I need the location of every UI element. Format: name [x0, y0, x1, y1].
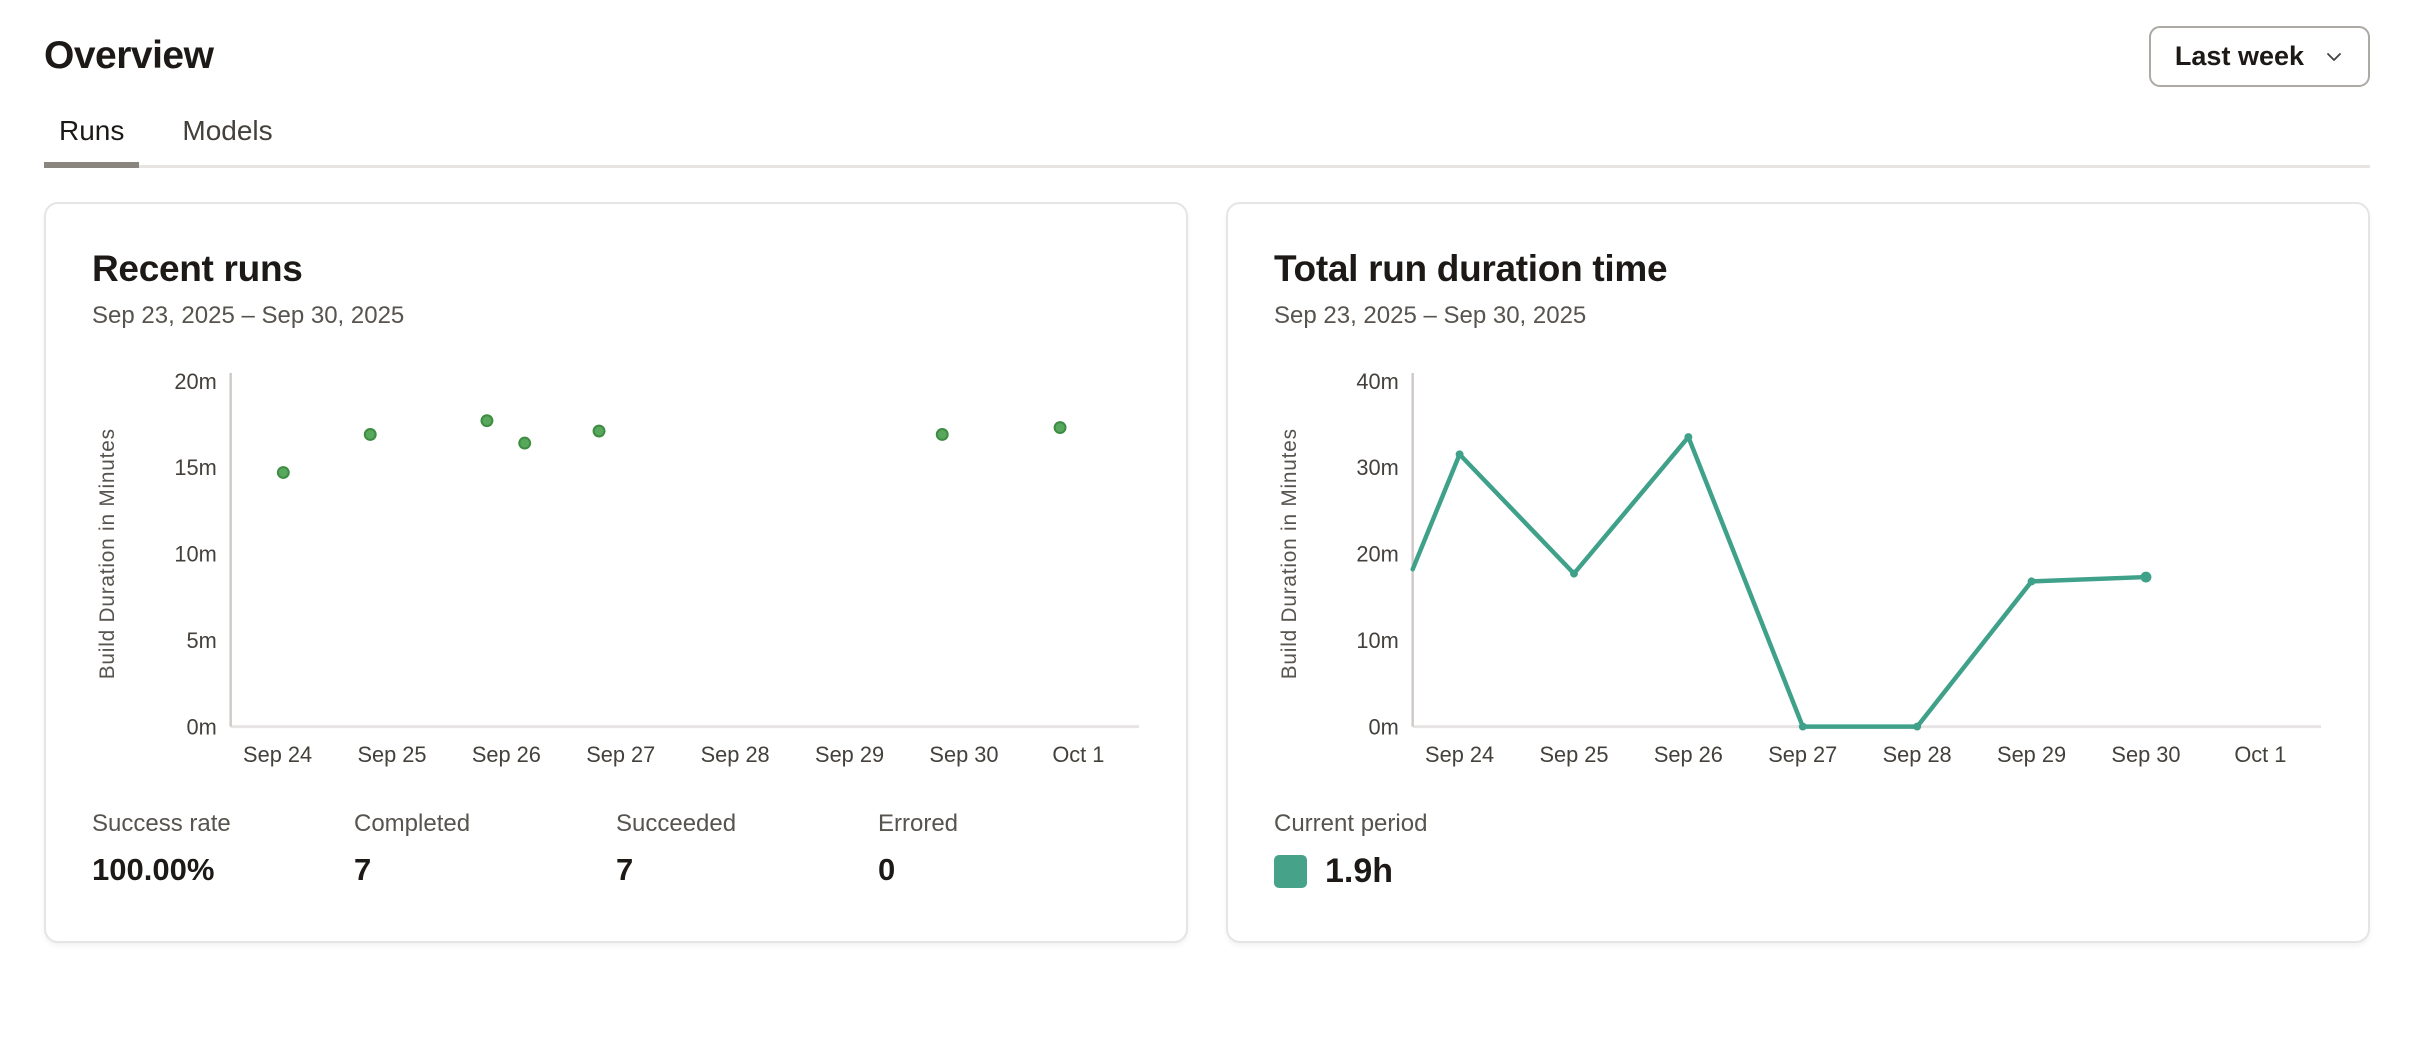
svg-text:Oct 1: Oct 1 — [2234, 742, 2286, 767]
svg-text:Sep 25: Sep 25 — [1539, 742, 1608, 767]
svg-text:Sep 30: Sep 30 — [2111, 742, 2180, 767]
total-run-duration-card: Total run duration time Sep 23, 2025 – S… — [1226, 202, 2370, 944]
run-stats-row: Success rate 100.00% Completed 7 Succeed… — [92, 810, 1140, 888]
svg-text:Sep 24: Sep 24 — [243, 742, 312, 767]
stat-errored: Errored 0 — [878, 810, 1140, 888]
tab-runs[interactable]: Runs — [44, 115, 140, 168]
page-header: Overview Last week — [44, 26, 2370, 87]
stat-succeeded: Succeeded 7 — [616, 810, 878, 888]
svg-text:0m: 0m — [1369, 715, 1399, 740]
overview-page: Overview Last week Runs Models Recent ru… — [44, 26, 2370, 944]
svg-text:5m: 5m — [187, 628, 217, 653]
stat-label: Errored — [878, 810, 959, 838]
tab-models[interactable]: Models — [182, 115, 273, 146]
svg-text:Oct 1: Oct 1 — [1052, 742, 1104, 767]
total-run-duration-date-range: Sep 23, 2025 – Sep 30, 2025 — [1274, 302, 1587, 329]
svg-text:Sep 29: Sep 29 — [1997, 742, 2066, 767]
svg-text:Sep 28: Sep 28 — [1883, 742, 1952, 767]
stat-value: 0 — [878, 852, 896, 888]
recent-runs-title: Recent runs — [92, 248, 303, 289]
svg-text:Sep 24: Sep 24 — [1425, 742, 1494, 767]
chart-legend: Current period 1.9h — [1274, 810, 2322, 891]
total-run-duration-title: Total run duration time — [1274, 248, 1668, 289]
legend-value: 1.9h — [1325, 852, 1394, 891]
svg-text:Sep 27: Sep 27 — [586, 742, 655, 767]
svg-text:15m: 15m — [174, 455, 216, 480]
date-range-value: Last week — [2174, 41, 2304, 71]
chevron-down-icon — [2327, 52, 2341, 61]
svg-text:Sep 27: Sep 27 — [1768, 742, 1837, 767]
stat-value: 7 — [616, 852, 634, 888]
svg-text:30m: 30m — [1356, 455, 1398, 480]
svg-text:Sep 28: Sep 28 — [701, 742, 770, 767]
recent-runs-card: Recent runs Sep 23, 2025 – Sep 30, 2025 … — [44, 202, 1188, 944]
svg-text:40m: 40m — [1356, 370, 1398, 394]
cards-row: Recent runs Sep 23, 2025 – Sep 30, 2025 … — [44, 202, 2370, 944]
svg-text:Sep 30: Sep 30 — [929, 742, 998, 767]
legend-label: Current period — [1274, 810, 1428, 838]
legend-swatch — [1274, 855, 1307, 889]
stat-success-rate: Success rate 100.00% — [92, 810, 354, 888]
svg-text:Sep 26: Sep 26 — [472, 742, 541, 767]
recent-runs-date-range: Sep 23, 2025 – Sep 30, 2025 — [92, 302, 405, 329]
stat-completed: Completed 7 — [354, 810, 616, 888]
svg-text:Sep 26: Sep 26 — [1654, 742, 1723, 767]
svg-text:Sep 29: Sep 29 — [815, 742, 884, 767]
svg-text:20m: 20m — [174, 370, 216, 394]
stat-label: Succeeded — [616, 810, 737, 838]
stat-value: 7 — [354, 852, 372, 888]
stat-label: Success rate — [92, 810, 231, 838]
svg-text:0m: 0m — [187, 715, 217, 740]
total-run-duration-line-chart: 0m 10m 20m 30m 40m Sep 24 Sep 25 Sep 26 Sep 27 Se… — [1278, 370, 2321, 767]
svg-text:20m: 20m — [1356, 542, 1398, 567]
svg-text:10m: 10m — [174, 542, 216, 567]
svg-text:10m: 10m — [1356, 628, 1398, 653]
page-title: Overview — [44, 34, 214, 77]
svg-text:Build Duration in Minutes: Build Duration in Minutes — [1278, 428, 1301, 679]
tab-bar: Runs Models — [44, 115, 2370, 168]
svg-text:Build Duration in Minutes: Build Duration in Minutes — [96, 428, 119, 679]
stat-label: Completed — [354, 810, 471, 838]
recent-runs-scatter-chart: 0m 5m 10m 15m 20m Sep 24 Sep 25 Sep 26 Sep 27 Sep… — [96, 370, 1139, 767]
svg-text:Sep 25: Sep 25 — [357, 742, 426, 767]
date-range-dropdown[interactable]: Last week — [2148, 26, 2370, 87]
legend-row: 1.9h — [1274, 852, 2322, 891]
stat-value: 100.00% — [92, 852, 215, 888]
